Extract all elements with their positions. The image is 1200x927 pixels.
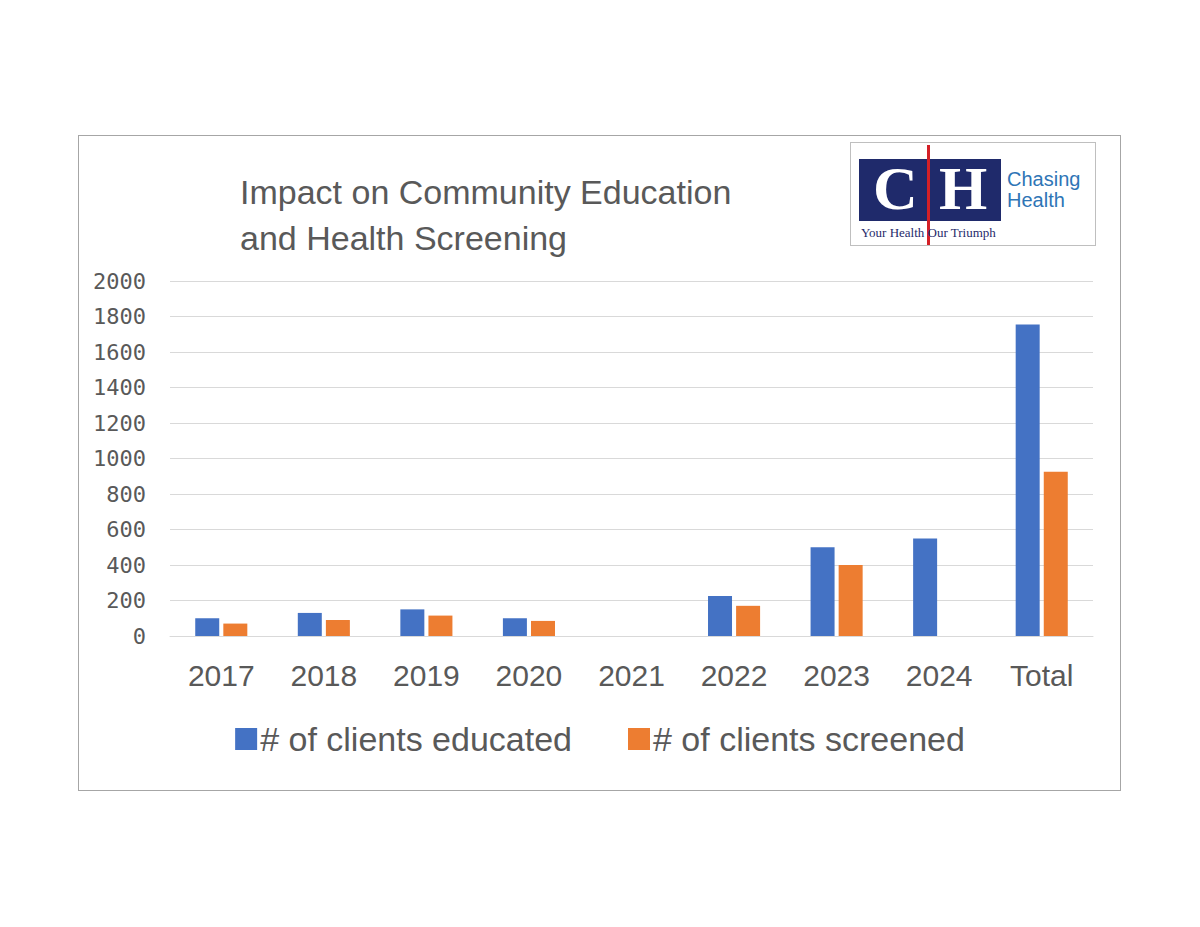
svg-text:2019: 2019 — [393, 659, 460, 692]
svg-text:1400: 1400 — [93, 375, 146, 400]
svg-text:2023: 2023 — [803, 659, 870, 692]
svg-text:2000: 2000 — [93, 269, 146, 294]
svg-text:400: 400 — [106, 553, 146, 578]
svg-text:2022: 2022 — [701, 659, 768, 692]
svg-text:Impact on Community Education: Impact on Community Education — [240, 173, 741, 211]
svg-text:200: 200 — [106, 588, 146, 613]
svg-text:600: 600 — [106, 517, 146, 542]
svg-text:0: 0 — [133, 624, 146, 649]
svg-text:Total: Total — [1010, 659, 1073, 692]
html-text:Chasing Health: Chasing Health — [1007, 168, 1081, 211]
html-text:Your Health Our Triumph: Your Health Our Triumph — [861, 225, 996, 240]
svg-text:2018: 2018 — [290, 659, 357, 692]
svg-text:2024: 2024 — [906, 659, 973, 692]
svg-text:and Health Screening: and Health Screening — [240, 219, 567, 257]
svg-text:1000: 1000 — [93, 446, 146, 471]
svg-text:# of clients screened: # of clients screened — [653, 720, 965, 758]
html-text:C H: C H — [873, 154, 988, 222]
svg-text:2021: 2021 — [598, 659, 665, 692]
svg-text:1600: 1600 — [93, 340, 146, 365]
svg-text:1200: 1200 — [93, 411, 146, 436]
svg-text:2020: 2020 — [496, 659, 563, 692]
svg-text:1800: 1800 — [93, 304, 146, 329]
svg-text:2017: 2017 — [188, 659, 255, 692]
svg-text:# of clients educated: # of clients educated — [260, 720, 572, 758]
svg-text:800: 800 — [106, 482, 146, 507]
